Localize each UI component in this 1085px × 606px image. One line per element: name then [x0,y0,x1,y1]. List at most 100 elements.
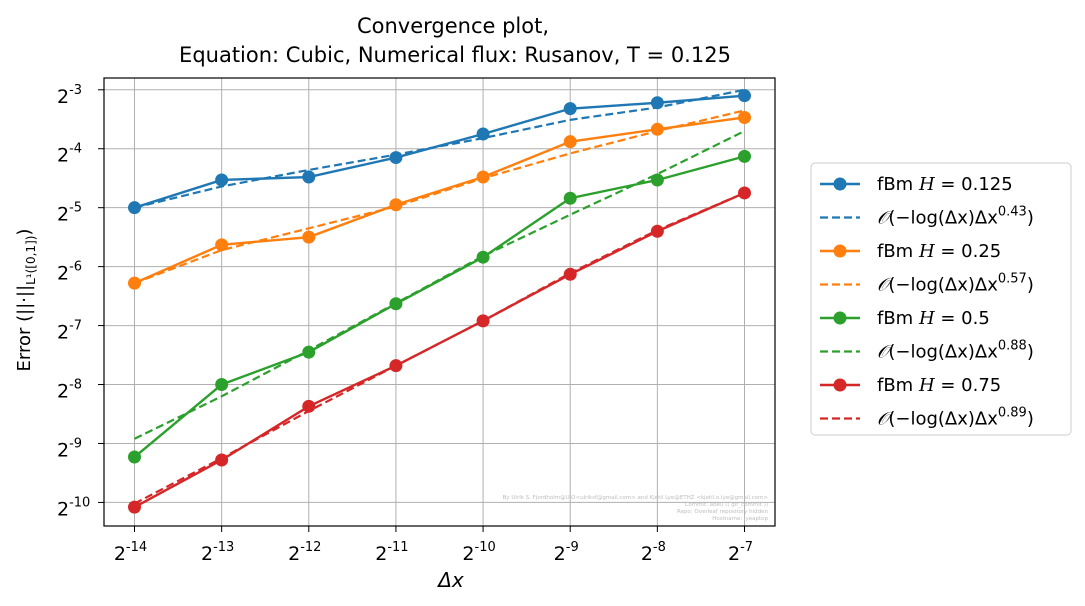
data-point [563,191,577,205]
series-layer [128,88,751,514]
data-point [563,102,577,116]
data-point [215,238,229,252]
legend-frame [810,162,1072,436]
plot-area-frame [103,77,776,527]
legend-label-prefix: fBm [877,375,919,396]
data-point [128,450,141,464]
x-tick-label: 2-7 [728,540,753,565]
watermark-line-4: Hostname: lyeaptop [712,516,768,522]
y-tick-label: 2-7 [57,319,82,344]
legend-label-prefix: fBm [877,174,919,195]
legend-label-h: H [918,174,935,195]
x-tick-base: 2 [114,543,126,565]
x-tick-exponent: -10 [475,540,496,555]
y-tick-base: 2 [57,439,69,461]
data-line [133,155,745,458]
legend-fit-close: ) [1027,342,1034,363]
data-point [738,110,751,124]
y-tick-base: 2 [57,204,69,226]
watermark-line-2: Commit: abe0 (( git_commit )) [685,502,769,508]
legend-marker [833,177,847,191]
legend-fit-close: ) [1027,409,1034,430]
y-tick-base: 2 [57,322,69,344]
y-tick-base: 2 [57,145,69,167]
y-tick-base: 2 [57,498,69,520]
legend-label-value: = 0.125 [935,174,1013,195]
data-point [650,122,664,136]
legend-fit-exponent: 0.57 [998,272,1027,287]
watermark-line-3: Repo: Overleaf repository hidden [677,509,769,515]
fit-line [134,88,745,209]
data-point [476,314,490,328]
x-tick-exponent: -9 [566,540,579,555]
x-tick-label: 2-9 [554,540,579,565]
legend-fit-label: 𝒪(−log(Δx)Δx0.88) [877,339,1034,363]
grid-lines [104,78,775,526]
data-point [650,173,664,187]
data-line [134,116,745,285]
legend-fit-close: ) [1027,275,1034,296]
legend-fit-body: (−log(Δx)Δx [888,342,998,363]
series-2 [128,130,751,464]
y-axis-label-close: ) [14,229,35,236]
y-tick-exponent: -5 [69,201,82,216]
legend-label-value: = 0.75 [935,375,1002,396]
legend-fit-exponent: 0.89 [998,406,1027,421]
x-axis-label: Δx [436,568,464,592]
x-tick-base: 2 [728,543,740,565]
y-axis-label-main: Error (||·|| [14,285,35,372]
x-tick-label: 2-10 [462,540,495,565]
data-point [389,151,403,165]
x-tick-label: 2-8 [641,540,666,565]
y-tick-exponent: -7 [69,319,82,334]
x-tick-base: 2 [462,543,474,565]
data-point [302,170,316,184]
data-point [476,127,490,141]
x-tick-exponent: -13 [213,540,234,555]
data-point [215,378,229,392]
data-point [215,453,229,467]
legend-fit-label: 𝒪(−log(Δx)Δx0.89) [877,406,1034,430]
series-0 [128,88,751,215]
y-tick-exponent: -4 [69,142,82,157]
x-tick-label: 2-14 [114,540,147,565]
data-point [302,399,316,413]
data-point [563,135,577,149]
y-tick-label: 2-4 [57,142,82,167]
legend-label: fBm H = 0.125 [877,174,1013,195]
y-axis-ticks: 2-32-42-52-62-72-82-92-10 [57,83,104,520]
y-tick-label: 2-5 [57,201,82,226]
data-point [302,345,316,359]
data-point [389,359,403,373]
legend-marker [833,311,847,325]
data-line [133,191,745,509]
data-point [302,230,316,244]
legend-label-prefix: fBm [877,241,919,262]
legend-marker [833,378,847,392]
series-3 [128,186,751,514]
x-tick-exponent: -12 [300,540,321,555]
watermark: By Ulrik S. Fjordholm@UiO<ulriksf@gmail.… [503,495,769,522]
legend: fBm H = 0.125 𝒪(−log(Δx)Δx0.43) fBm H = 0.… [810,162,1072,436]
y-axis-label: Error (||·||L¹([0,1])) [14,229,38,372]
data-point [389,198,403,212]
y-tick-base: 2 [57,86,69,108]
legend-label: fBm H = 0.25 [877,241,1001,262]
data-point [128,276,141,290]
y-tick-exponent: -6 [69,260,82,275]
legend-label-h: H [918,375,935,396]
x-tick-exponent: -7 [740,540,753,555]
data-point [215,173,229,187]
data-point [650,96,664,110]
data-point [738,89,751,103]
legend-label-value: = 0.5 [935,308,990,329]
legend-fit-close: ) [1027,208,1034,229]
y-tick-base: 2 [57,263,69,285]
x-tick-exponent: -14 [126,540,147,555]
legend-fit-body: (−log(Δx)Δx [888,275,998,296]
legend-fit-body: (−log(Δx)Δx [888,409,998,430]
x-tick-label: 2-11 [375,540,408,565]
legend-fit-exponent: 0.43 [998,205,1027,220]
legend-label: fBm H = 0.5 [877,308,990,329]
